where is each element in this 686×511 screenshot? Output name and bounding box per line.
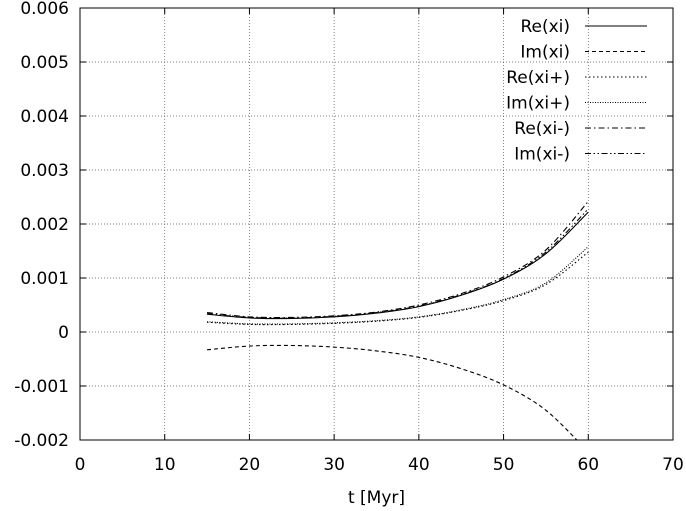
x-tick-label: 10	[154, 455, 176, 475]
y-tick-label: 0.004	[20, 107, 69, 127]
x-tick-label: 70	[662, 455, 684, 475]
y-tick-label: -0.001	[14, 377, 69, 397]
series-layer	[207, 200, 589, 440]
series-line-4	[207, 246, 589, 325]
y-tick-label: 0	[58, 323, 69, 343]
x-tick-label: 20	[239, 455, 261, 475]
x-tick-label: 0	[75, 455, 86, 475]
y-tick-label: 0.006	[20, 0, 69, 19]
series-line-3	[207, 251, 589, 326]
y-tick-label: 0.003	[20, 161, 69, 181]
grid	[80, 8, 673, 440]
legend-label: Im(xi)	[520, 43, 570, 63]
y-tick-label: 0.001	[20, 269, 69, 289]
x-tick-label: 30	[323, 455, 345, 475]
legend-label: Re(xi)	[520, 17, 570, 37]
series-line-2	[207, 344, 578, 440]
y-tick-label: -0.002	[14, 431, 69, 451]
legend-label: Re(xi+)	[506, 68, 570, 88]
legend-label: Im(xi-)	[514, 145, 570, 165]
y-tick-label: 0.002	[20, 215, 69, 235]
x-tick-label: 60	[577, 455, 599, 475]
y-tick-label: 0.005	[20, 53, 69, 73]
legend-label: Im(xi+)	[506, 94, 570, 114]
axis-ticks: 0 10 20 30 40 50 60 70 -0.002 -0.001 0 0.001 0.002 0.…	[14, 0, 684, 475]
series-line-1	[207, 211, 589, 320]
x-axis-label: t [Myr]	[348, 488, 405, 508]
x-tick-label: 50	[493, 455, 515, 475]
series-line-6	[207, 208, 589, 319]
legend-label: Re(xi-)	[514, 119, 570, 139]
x-tick-label: 40	[408, 455, 430, 475]
series-line-5	[207, 200, 589, 319]
legend: Re(xi) Im(xi) Re(xi+) Im(xi+) Re(xi-) Im(xi-)	[506, 17, 647, 165]
